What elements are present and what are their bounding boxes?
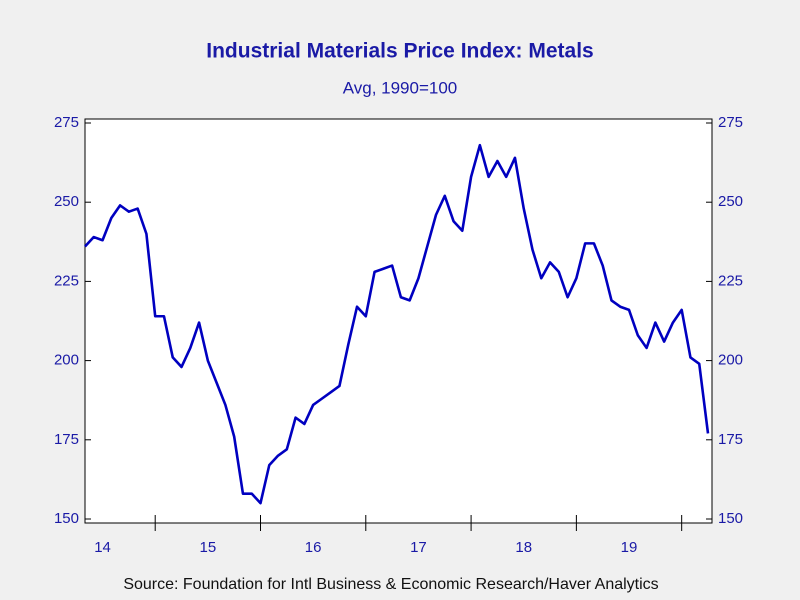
y2-tick-label: 150 (718, 510, 743, 527)
y2-tick-label: 250 (718, 193, 743, 210)
chart-title: Industrial Materials Price Index: Metals (206, 40, 593, 63)
y-tick-label: 275 (54, 114, 79, 131)
x-tick-label: 18 (515, 539, 532, 556)
y2-tick-label: 175 (718, 431, 743, 448)
y2-tick-label: 225 (718, 272, 743, 289)
y2-tick-label: 200 (718, 352, 743, 369)
y-tick-label: 250 (54, 193, 79, 210)
x-tick-label: 15 (200, 539, 217, 556)
x-tick-label: 17 (410, 539, 427, 556)
y-tick-label: 175 (54, 431, 79, 448)
plot-area (84, 118, 713, 524)
data-line (84, 143, 710, 505)
y-tick-label: 200 (54, 352, 79, 369)
source-note: Source: Foundation for Intl Business & E… (123, 576, 658, 593)
y-tick-label: 225 (54, 272, 79, 289)
x-tick-label: 14 (94, 539, 111, 556)
chart-subtitle: Avg, 1990=100 (343, 78, 458, 97)
y2-tick-label: 275 (718, 114, 743, 131)
x-tick-label: 19 (621, 539, 638, 556)
x-tick-label: 16 (305, 539, 322, 556)
y-tick-label: 150 (54, 510, 79, 527)
